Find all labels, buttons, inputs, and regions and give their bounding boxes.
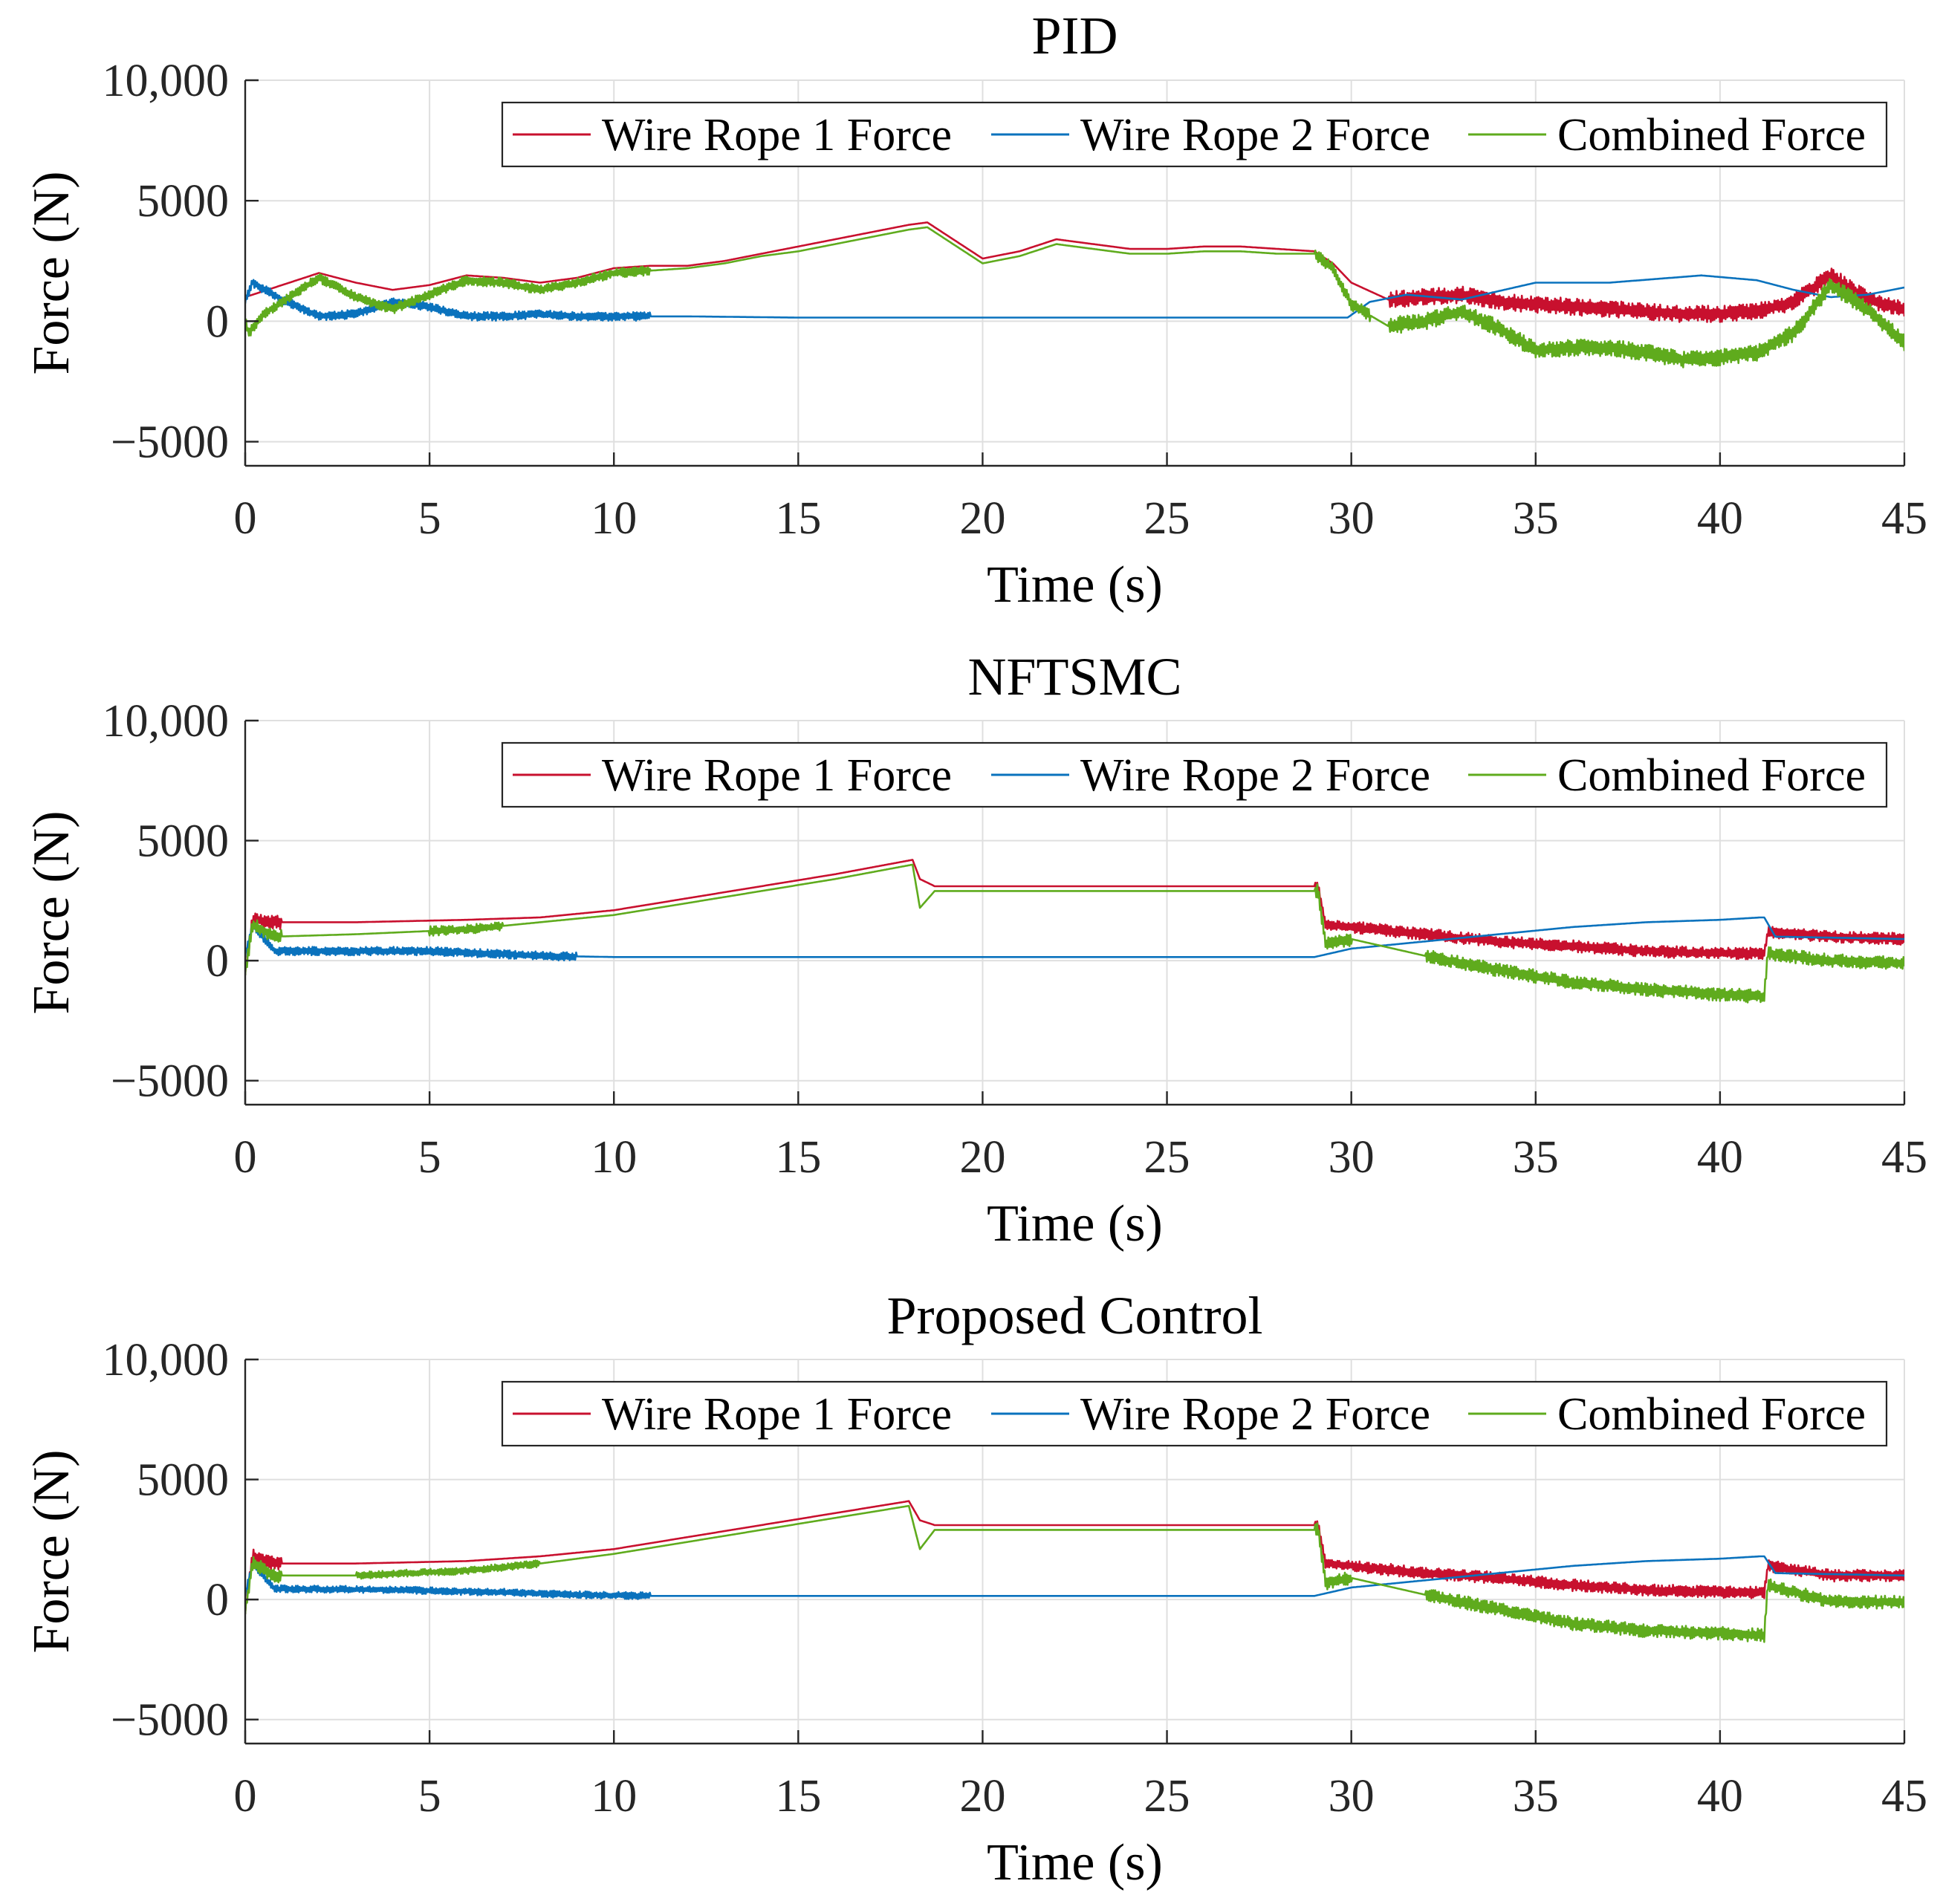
y-tick-label: −5000 — [111, 1695, 229, 1746]
x-tick-label: 0 — [234, 1132, 257, 1183]
series-group — [245, 859, 1904, 1004]
x-tick-label: 10 — [591, 493, 637, 544]
y-tick-label: 10,000 — [103, 696, 230, 747]
x-tick-label: 15 — [775, 493, 821, 544]
legend-entry-label: Wire Rope 1 Force — [602, 1389, 952, 1440]
series-line-wire-rope-1-force — [245, 859, 1904, 975]
x-tick-label: 45 — [1881, 1771, 1927, 1822]
y-tick-label: 0 — [206, 936, 229, 987]
series-group — [245, 1500, 1904, 1643]
y-tick-label: −5000 — [111, 417, 229, 468]
x-tick-label: 0 — [234, 1771, 257, 1822]
y-tick-label: 10,000 — [103, 56, 230, 106]
x-axis-label: Time (s) — [987, 1195, 1163, 1252]
legend-entry-label: Wire Rope 1 Force — [602, 750, 952, 801]
y-tick-label: 0 — [206, 296, 229, 347]
x-tick-label: 40 — [1697, 493, 1743, 544]
x-tick-label: 30 — [1329, 493, 1375, 544]
legend-box — [501, 741, 1888, 808]
series-line-wire-rope-2-force — [245, 916, 1904, 962]
series-line-combined-force — [245, 863, 1904, 1004]
y-tick-label: 5000 — [137, 816, 229, 867]
legend-entry-label: Combined Force — [1557, 750, 1866, 801]
x-tick-label: 0 — [234, 493, 257, 544]
x-tick-label: 30 — [1329, 1132, 1375, 1183]
x-tick-label: 35 — [1513, 1132, 1559, 1183]
legend-box — [501, 1380, 1888, 1447]
series-line-combined-force — [245, 226, 1904, 368]
legend-box — [501, 101, 1888, 168]
y-tick-label: −5000 — [111, 1056, 229, 1107]
x-tick-label: 25 — [1144, 1132, 1190, 1183]
series-line-wire-rope-1-force — [245, 1500, 1904, 1614]
legend: Wire Rope 1 Force Wire Rope 2 Force Combin… — [501, 101, 1888, 168]
x-tick-label: 15 — [775, 1132, 821, 1183]
y-tick-label: 5000 — [137, 176, 229, 227]
y-tick-label: 0 — [206, 1575, 229, 1625]
y-axis-label: Force (N) — [23, 810, 80, 1014]
x-tick-label: 15 — [775, 1771, 821, 1822]
x-tick-label: 20 — [959, 1771, 1005, 1822]
chart-title: Proposed Control — [886, 1286, 1262, 1345]
legend: Wire Rope 1 Force Wire Rope 2 Force Combin… — [501, 741, 1888, 808]
series-line-wire-rope-2-force — [245, 1555, 1904, 1600]
series-line-wire-rope-2-force — [245, 274, 1904, 322]
series-line-wire-rope-1-force — [245, 221, 1904, 323]
x-tick-label: 25 — [1144, 1771, 1190, 1822]
grid-lines — [244, 1359, 1905, 1744]
x-tick-label: 45 — [1881, 1132, 1927, 1183]
y-tick-label: 5000 — [137, 1455, 229, 1506]
x-tick-label: 5 — [418, 493, 441, 544]
x-axis-label: Time (s) — [987, 556, 1163, 614]
legend: Wire Rope 1 Force Wire Rope 2 Force Combin… — [501, 1380, 1888, 1447]
y-axis-label: Force (N) — [23, 171, 80, 374]
chart-title: NFTSMC — [967, 647, 1181, 706]
x-tick-label: 35 — [1513, 1771, 1559, 1822]
chart-title: PID — [1031, 6, 1118, 65]
x-tick-label: 20 — [959, 493, 1005, 544]
x-axis-label: Time (s) — [987, 1834, 1163, 1891]
series-group — [245, 221, 1904, 368]
legend-entry-label: Wire Rope 2 Force — [1080, 750, 1430, 801]
x-tick-label: 10 — [591, 1132, 637, 1183]
legend-entry-label: Combined Force — [1557, 110, 1866, 160]
x-tick-label: 45 — [1881, 493, 1927, 544]
series-line-combined-force — [245, 1504, 1904, 1643]
legend-entry-label: Wire Rope 1 Force — [602, 110, 952, 160]
x-tick-label: 10 — [591, 1771, 637, 1822]
x-tick-label: 20 — [959, 1132, 1005, 1183]
x-tick-label: 25 — [1144, 493, 1190, 544]
x-tick-label: 5 — [418, 1771, 441, 1822]
y-tick-label: 10,000 — [103, 1335, 230, 1385]
legend-entry-label: Wire Rope 2 Force — [1080, 110, 1430, 160]
legend-entry-label: Wire Rope 2 Force — [1080, 1389, 1430, 1440]
legend-entry-label: Combined Force — [1557, 1389, 1866, 1440]
x-tick-label: 40 — [1697, 1132, 1743, 1183]
x-tick-label: 40 — [1697, 1771, 1743, 1822]
y-axis-label: Force (N) — [23, 1449, 80, 1653]
x-tick-label: 5 — [418, 1132, 441, 1183]
x-tick-label: 35 — [1513, 493, 1559, 544]
x-tick-label: 30 — [1329, 1771, 1375, 1822]
